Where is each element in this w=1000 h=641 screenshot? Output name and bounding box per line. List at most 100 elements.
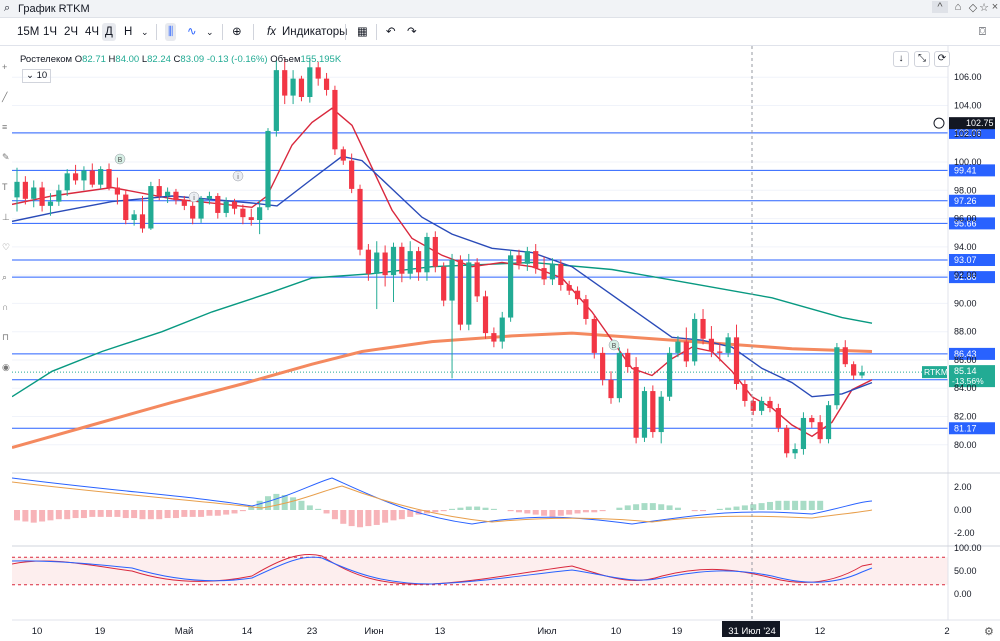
layout-grid-icon[interactable]: ▦ [357, 26, 368, 38]
star-icon[interactable]: ☆ [979, 2, 989, 14]
candle-body [190, 205, 196, 219]
candle-body [114, 187, 120, 195]
camera-icon[interactable]: ⌼ [979, 26, 986, 38]
level-label-bg [949, 126, 995, 139]
text-icon[interactable]: T [2, 182, 8, 192]
diamond-icon[interactable]: ◇ [968, 2, 978, 14]
macd-histogram-bar [624, 505, 631, 510]
redo-icon[interactable]: ↷ [407, 26, 417, 38]
candle-body [616, 352, 622, 399]
candle-body [558, 263, 564, 286]
macd-histogram-bar [792, 500, 799, 510]
macd-histogram-bar [340, 510, 347, 524]
trendline-icon[interactable]: ╱ [2, 92, 8, 102]
macd-tick-label: 0.00 [954, 505, 972, 515]
measure-icon[interactable]: ⊥ [2, 212, 10, 222]
crosshair-icon[interactable]: + [2, 62, 8, 72]
stoch-tick-label: 100.00 [954, 543, 982, 553]
high-label: H [108, 54, 116, 65]
timeframe-2h[interactable]: 2Ч [64, 26, 79, 38]
signal-line [12, 481, 873, 523]
search-icon[interactable]: ⌕ [4, 2, 11, 14]
candle-body [583, 299, 589, 319]
line-chart-icon[interactable]: ∿ [187, 26, 197, 38]
price-tick-label: 90.00 [954, 298, 977, 308]
candle-body [834, 347, 840, 406]
macd-histogram-bar [758, 503, 765, 510]
window-titlebar: ⌕ График RTKM ^ ⌂ ◇ ☆ × [0, 0, 1000, 18]
magnet-icon[interactable]: ∩ [2, 302, 9, 312]
candle-body [508, 255, 514, 318]
macd-histogram-bar [198, 510, 205, 517]
candles-icon[interactable]: ⫼ [165, 23, 177, 41]
macd-histogram-bar [348, 510, 355, 527]
candle-body [692, 318, 698, 362]
macd-histogram-bar [156, 510, 163, 520]
level-label: 99.41 [954, 165, 977, 175]
macd-histogram-bar [566, 510, 573, 515]
ma-line [12, 155, 873, 398]
chart-canvas[interactable]: 102.0699.4197.2695.6693.0791.8686.4384.6… [12, 46, 1000, 641]
candle-body [608, 379, 614, 399]
chevron-down-icon[interactable]: ⌄ [141, 27, 149, 37]
candle-body [851, 364, 857, 376]
level-label-bg [949, 347, 995, 360]
drawing-sidebar: + ╱ ≡ ✎ T ⊥ ♡ ⌕ ∩ ⊓ ◉ [0, 46, 12, 620]
time-tick-label: 12 [815, 626, 826, 637]
price-tick-label: 102.00 [954, 129, 982, 139]
price-tick-label: 84.00 [954, 383, 977, 393]
macd-histogram-bar [172, 510, 179, 519]
macd-histogram-bar [658, 504, 665, 510]
indicators-fx-icon[interactable]: fx [267, 26, 276, 38]
timeframe-4h[interactable]: 4Ч [85, 26, 100, 38]
zoom-icon[interactable]: ⌕ [2, 272, 8, 282]
fullscreen-icon[interactable]: ⤡ [914, 51, 930, 67]
brush-icon[interactable]: ✎ [2, 152, 10, 162]
level-label: 97.26 [954, 196, 977, 206]
home-icon[interactable]: ⌂ [954, 1, 962, 13]
close-icon[interactable]: × [991, 1, 999, 13]
price-tick-label: 100.00 [954, 157, 982, 167]
timeframe-week[interactable]: Н [124, 26, 133, 38]
eye-icon[interactable]: ◉ [2, 362, 10, 372]
fib-icon[interactable]: ≡ [2, 122, 8, 132]
macd-histogram-bar [457, 507, 464, 510]
collapse-icon[interactable]: ^ [932, 1, 948, 13]
open-value: 82.71 [82, 54, 106, 65]
macd-histogram-bar [800, 500, 807, 510]
event-marker-label: B [612, 343, 617, 350]
macd-histogram-bar [783, 500, 790, 510]
macd-histogram-bar [22, 510, 29, 522]
candle-body [708, 338, 715, 352]
level-label: 81.17 [954, 423, 977, 433]
macd-histogram-bar [599, 510, 606, 512]
refresh-icon[interactable]: ⟳ [934, 51, 950, 67]
download-icon[interactable]: ↓ [893, 51, 909, 67]
indicator-toggle[interactable]: ⌄ 10 [22, 69, 52, 83]
event-marker-label: B [118, 157, 123, 164]
add-compare-icon[interactable]: ⊕ [232, 26, 242, 38]
indicators-button[interactable]: Индикаторы [282, 26, 348, 38]
macd-histogram-bar [214, 510, 221, 516]
macd-histogram-bar [440, 510, 447, 512]
lock-icon[interactable]: ⊓ [2, 332, 10, 342]
timeframe-1h[interactable]: 1Ч [43, 26, 58, 38]
undo-icon[interactable]: ↶ [386, 26, 396, 38]
window-title: График RTKM [18, 3, 90, 15]
macd-histogram-bar [365, 510, 372, 527]
macd-histogram-bar [72, 510, 79, 519]
volume-label: Объем [270, 54, 301, 65]
price-tick-label: 94.00 [954, 242, 977, 252]
macd-histogram-bar [30, 510, 37, 523]
chart-type-chevron-icon[interactable]: ⌄ [206, 27, 214, 37]
time-tick-label: Май [175, 626, 194, 637]
heart-icon[interactable]: ♡ [2, 242, 11, 252]
macd-histogram-bar [315, 508, 322, 510]
candle-body [273, 70, 279, 131]
timeframe-15m[interactable]: 15M [17, 26, 40, 38]
stoch-d-line [12, 556, 873, 585]
event-marker-icon [232, 170, 244, 182]
timeframe-day[interactable]: Д [102, 23, 116, 41]
axes: 106.00104.00102.00100.0098.0096.0094.009… [12, 46, 1000, 638]
macd-histogram-bar [541, 510, 548, 516]
